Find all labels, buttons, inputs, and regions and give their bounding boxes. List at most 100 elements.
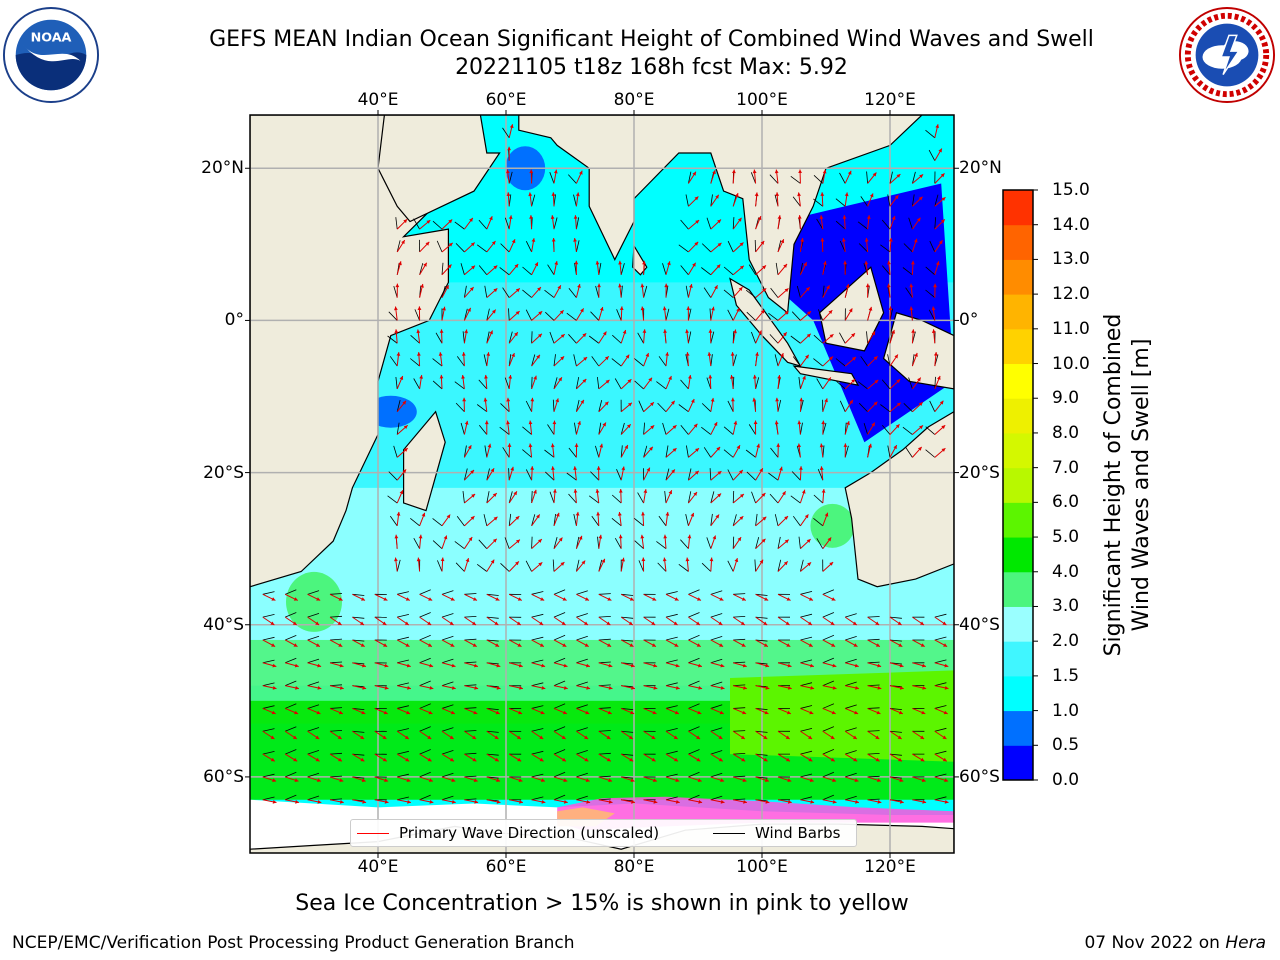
wind-barb	[845, 613, 857, 618]
wave-arrow-head	[493, 516, 498, 521]
wind-barb	[531, 613, 544, 618]
wave-arrow-head	[382, 621, 387, 625]
wave-arrow-head	[580, 399, 584, 404]
wind-barb	[665, 682, 678, 687]
wave-arrow-head	[919, 425, 923, 430]
wind-barb	[419, 634, 431, 641]
wave-arrow-head	[517, 757, 522, 762]
wave-arrow-head	[550, 443, 555, 448]
wave-arrow-head	[491, 241, 496, 245]
wave-arrow-head	[694, 470, 699, 475]
wind-barb	[817, 468, 824, 481]
wave-arrow-head	[668, 490, 672, 495]
wind-barb	[889, 730, 902, 733]
wave-arrow-head	[737, 537, 742, 542]
colorbar-segment	[1003, 571, 1033, 607]
wind-barb	[553, 377, 558, 390]
wind-barb	[835, 358, 846, 367]
wind-barb	[573, 514, 577, 526]
wind-barb	[867, 661, 880, 664]
wave-arrow-head	[844, 192, 849, 197]
wave-arrow-head	[800, 238, 804, 242]
wave-arrow-head	[944, 663, 949, 668]
wave-arrow-head	[558, 537, 563, 542]
wave-arrow-head	[776, 443, 781, 447]
wind-barb	[462, 331, 465, 344]
wind-barb	[598, 775, 611, 778]
wind-barb	[531, 728, 544, 732]
wave-arrow-head	[418, 534, 423, 539]
wind-barb	[568, 174, 577, 184]
wave-arrow-head	[784, 516, 788, 520]
wind-barb	[822, 612, 835, 618]
wave-arrow-head	[810, 663, 814, 668]
wind-barb	[643, 422, 645, 435]
wind-barb	[710, 491, 715, 504]
wind-barb	[502, 447, 510, 458]
wind-barb	[413, 218, 420, 230]
wind-barb	[928, 309, 936, 321]
wave-arrow-head	[629, 757, 634, 762]
wave-arrow-head	[831, 710, 836, 715]
wave-arrow-head	[875, 757, 880, 762]
wind-barb	[733, 661, 746, 664]
wind-barb	[710, 590, 723, 595]
wind-barb	[598, 798, 611, 801]
wind-barb	[800, 422, 803, 435]
wave-arrow-head	[473, 597, 477, 601]
wind-barb	[531, 536, 533, 549]
wind-barb	[476, 563, 488, 572]
wave-arrow-head	[555, 512, 560, 517]
wave-arrow-head	[646, 467, 650, 472]
wave-arrow-head	[339, 800, 344, 804]
wind-barb	[925, 449, 936, 458]
wind-barb	[934, 750, 947, 755]
x-tick-label-top: 40°E	[357, 90, 399, 110]
wave-arrow-head	[515, 516, 520, 520]
wave-arrow-head	[674, 597, 679, 601]
wave-arrow-head	[755, 352, 759, 356]
wave-arrow-head	[394, 534, 399, 539]
wind-barb	[611, 494, 622, 504]
wind-barb	[881, 379, 891, 390]
wave-arrow-head	[806, 539, 811, 543]
colorbar-tick-label: 13.0	[1052, 249, 1090, 270]
wind-barb	[499, 426, 510, 435]
wave-arrow-head	[873, 356, 878, 361]
wave-arrow-head	[761, 538, 766, 543]
wave-arrow-head	[820, 238, 825, 242]
wave-arrow-head	[293, 597, 298, 601]
wind-barb	[484, 285, 488, 298]
wind-barb	[710, 704, 723, 709]
wave-arrow-head	[752, 374, 757, 379]
wave-arrow-head	[507, 443, 512, 447]
wave-arrow-head	[779, 466, 783, 471]
wave-arrow-head	[528, 443, 533, 448]
wave-arrow-head	[897, 621, 902, 625]
wave-arrow-head	[315, 643, 320, 647]
wind-barb	[486, 468, 490, 481]
wind-barb	[800, 705, 813, 709]
wave-arrow-head	[622, 330, 627, 334]
wind-barb	[813, 494, 824, 504]
wave-arrow-head	[689, 284, 693, 288]
wave-arrow-head	[735, 193, 739, 198]
wave-arrow-head	[515, 311, 520, 315]
wave-arrow-head	[765, 686, 770, 690]
wind-barb	[748, 424, 756, 435]
wave-arrow-head	[714, 285, 718, 290]
wave-arrow-head	[942, 757, 947, 762]
wind-barb	[531, 682, 544, 687]
colorbar-segment	[1003, 190, 1033, 226]
noaa-logo-text: NOAA	[31, 30, 72, 45]
wind-barb	[329, 615, 343, 618]
wave-arrow-head	[774, 420, 779, 425]
chart-subtitle: 20221105 t18z 168h fcst Max: 5.92	[455, 55, 848, 80]
wind-barb	[307, 704, 320, 709]
wave-arrow-head	[404, 735, 409, 739]
wind-barb	[732, 217, 735, 230]
wind-barb	[483, 354, 488, 367]
wind-barb	[822, 726, 835, 732]
wind-barb	[525, 469, 532, 481]
wave-arrow-head	[941, 219, 945, 224]
